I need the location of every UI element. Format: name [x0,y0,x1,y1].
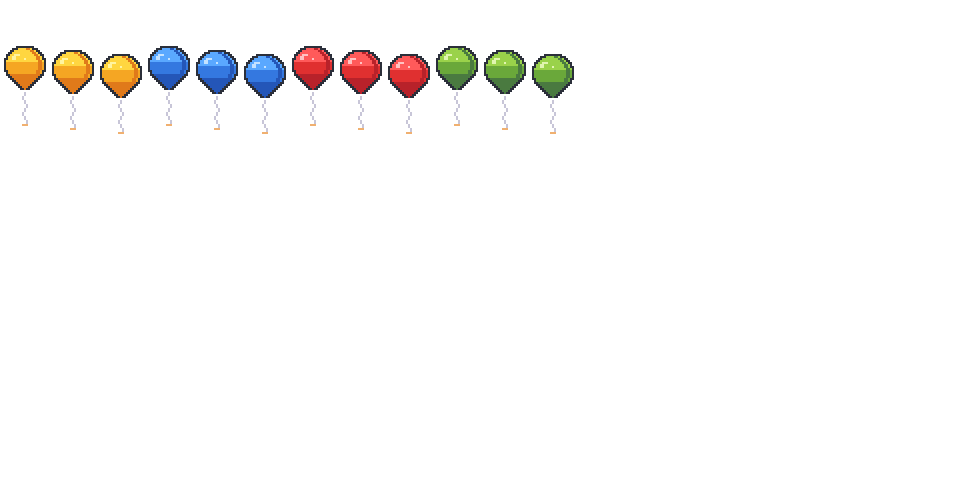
balloon-blue-2 [196,50,238,130]
balloon-green-3 [532,54,574,134]
balloon-green-1 [436,46,478,126]
balloon-red-3 [388,54,430,134]
balloon-red-2 [340,50,382,130]
balloon-orange-1 [4,46,46,126]
balloon-blue-3 [244,54,286,134]
balloon-sprite-row [4,46,574,134]
balloon-red-1 [292,46,334,126]
balloon-green-2 [484,50,526,130]
balloon-blue-1 [148,46,190,126]
balloon-orange-3 [100,54,142,134]
balloon-orange-2 [52,50,94,130]
